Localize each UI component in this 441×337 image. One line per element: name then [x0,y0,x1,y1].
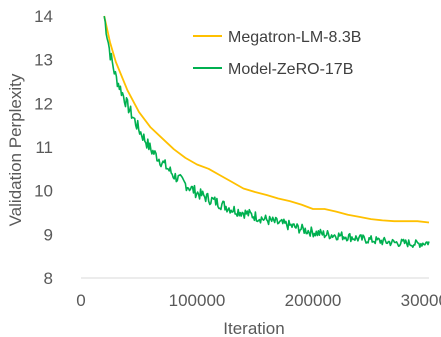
y-axis-title: Validation Perplexity [6,73,25,226]
x-tick-label: 300000 [401,291,441,310]
y-tick-label: 10 [34,182,53,201]
legend: Megatron-LM-8.3B Model-ZeRO-17B [193,29,361,78]
series-line [103,15,430,248]
x-tick-label: 0 [76,291,85,310]
y-tick-label: 11 [35,138,53,157]
y-tick-label: 14 [34,7,53,26]
y-tick-label: 12 [34,94,53,113]
legend-label: Model-ZeRO-17B [228,61,353,78]
x-tick-label: 200000 [285,291,342,310]
series-line [103,15,430,224]
x-axis-title: Iteration [223,319,284,337]
y-axis-ticks: 8 9 10 11 12 13 14 [34,7,53,288]
x-tick-label: 100000 [169,291,226,310]
x-axis-ticks: 0 100000 200000 300000 [76,291,441,310]
y-tick-label: 13 [34,51,53,70]
series-lines [103,15,430,248]
y-tick-label: 9 [44,225,53,244]
legend-label: Megatron-LM-8.3B [228,29,361,46]
y-tick-label: 8 [44,269,53,288]
